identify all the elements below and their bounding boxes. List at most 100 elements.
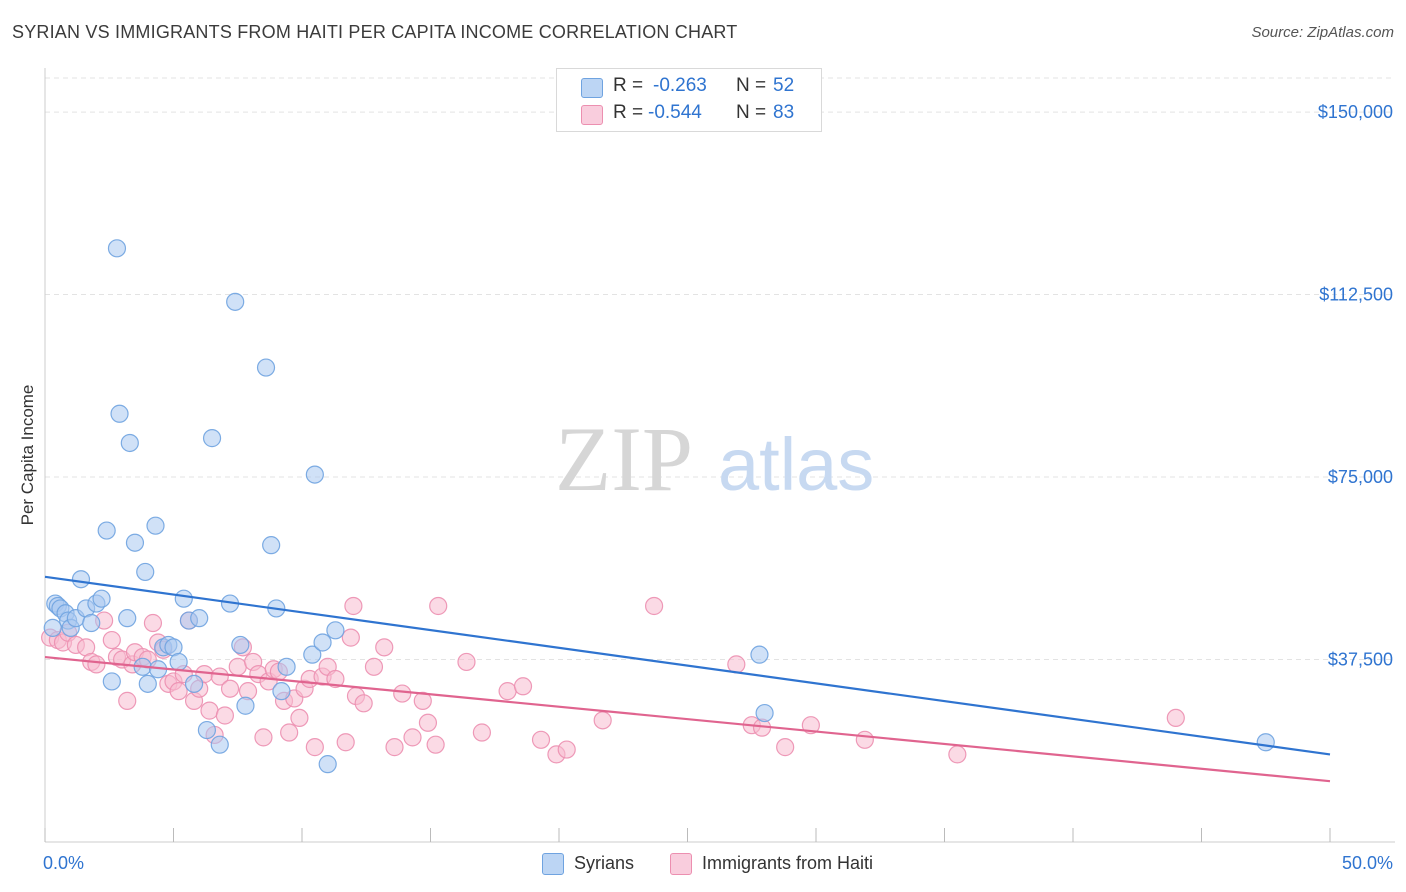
haiti-point: [220, 679, 240, 698]
stats-legend: R = -0.263 N = 52 R = -0.544 N = 83: [556, 68, 822, 132]
chart-title: SYRIAN VS IMMIGRANTS FROM HAITI PER CAPI…: [12, 22, 738, 42]
haiti-point: [305, 738, 324, 757]
haiti-point: [393, 684, 412, 703]
haiti-point: [418, 713, 438, 732]
haiti-point: [457, 652, 476, 672]
haiti-point: [326, 669, 345, 689]
grid-layer: [45, 77, 1395, 661]
legend-r-value: -0.263: [653, 75, 707, 96]
syrians-point: [197, 720, 217, 740]
syrians-point: [169, 652, 188, 672]
haiti-point: [200, 701, 219, 720]
haiti-point: [472, 723, 491, 742]
syrians-point: [110, 404, 129, 423]
y-tick-label: $75,000: [1328, 467, 1393, 487]
syrians-point: [71, 570, 91, 589]
syrians-point: [755, 703, 774, 723]
syrians-point: [97, 521, 116, 540]
haiti-point: [336, 733, 355, 752]
y-tick-label: $112,500: [1319, 285, 1393, 305]
watermark-zip: ZIP: [555, 408, 693, 510]
bottom-legend-swatch-haiti: [670, 853, 692, 875]
syrians-point: [43, 618, 62, 637]
haiti-point: [413, 691, 432, 710]
haiti-point: [290, 708, 309, 728]
legend-n-value: 52: [773, 75, 795, 96]
haiti-point: [375, 638, 394, 657]
haiti-point: [855, 730, 874, 749]
syrians-point: [210, 735, 229, 754]
legend-swatch-haiti: [581, 105, 603, 125]
haiti-point: [215, 706, 234, 725]
syrians-point: [107, 239, 127, 258]
haiti-point: [228, 657, 247, 676]
haiti-point: [727, 655, 746, 674]
syrians-point: [236, 696, 255, 715]
haiti-point: [557, 740, 576, 759]
syrians-point: [256, 358, 276, 377]
haiti-point: [513, 677, 533, 696]
legend-n-value: 83: [773, 102, 795, 123]
haiti-point: [354, 694, 373, 713]
watermark-atlas: atlas: [718, 423, 874, 506]
axis-layer: [44, 68, 1395, 843]
syrians-point: [82, 613, 101, 633]
legend-n-label: N =: [736, 102, 767, 123]
syrians-point: [202, 429, 222, 448]
haiti-point: [87, 655, 106, 674]
haiti-point: [593, 711, 612, 730]
haiti-point: [169, 682, 188, 701]
bottom-legend-label-haiti: Immigrants from Haiti: [702, 853, 874, 873]
syrians-point: [231, 635, 250, 655]
haiti-point: [143, 613, 163, 633]
syrians-point: [125, 533, 145, 552]
x-tick-label: 50.0%: [1342, 853, 1393, 873]
y-axis-label: Per Capita Income: [18, 384, 37, 526]
syrians-point: [174, 589, 193, 608]
haiti-point: [118, 691, 137, 710]
haiti-point: [280, 723, 299, 742]
legend-r-value: -0.544: [648, 102, 702, 123]
watermark: ZIP atlas: [555, 408, 874, 510]
haiti-point: [210, 667, 229, 686]
y-tick-label: $150,000: [1318, 102, 1393, 122]
syrians-point: [120, 433, 139, 453]
haiti-point: [948, 745, 967, 764]
syrians-point: [326, 621, 345, 640]
haiti-point: [426, 735, 445, 754]
haiti-point: [776, 738, 795, 757]
y-tick-label: $37,500: [1328, 650, 1393, 670]
syrians-point: [226, 292, 245, 311]
haiti-trend-line: [44, 655, 1331, 783]
bottom-legend-label-syrians: Syrians: [574, 853, 635, 873]
syrians-point: [92, 589, 111, 608]
syrians-point: [118, 609, 137, 628]
syrians-point: [277, 657, 296, 676]
tick-labels: $37,500 $75,000 $112,500 $150,000 0.0% 50.0%: [43, 102, 1393, 873]
source-label: Source: ZipAtlas.com: [1251, 24, 1394, 41]
syrians-point: [102, 672, 121, 691]
syrians-point: [1256, 733, 1275, 752]
legend-swatch-syrians: [581, 78, 603, 98]
legend-n-label: N =: [736, 75, 767, 96]
syrians-point: [305, 465, 324, 484]
syrians-point: [136, 562, 155, 582]
syrians-point: [262, 536, 281, 555]
haiti-point: [344, 596, 363, 616]
syrians-point: [190, 609, 209, 628]
syrians-point: [138, 674, 157, 693]
haiti-point: [364, 657, 384, 676]
syrians-trend-line: [44, 575, 1331, 756]
syrians-point: [184, 674, 204, 693]
haiti-point: [385, 738, 404, 757]
syrians-point: [272, 682, 291, 701]
syrians-point: [318, 755, 337, 774]
syrians-point: [303, 645, 322, 664]
trend-lines: [44, 575, 1331, 783]
legend-r-label: R =: [613, 75, 644, 96]
series-syrians-points: [43, 239, 1275, 774]
haiti-point: [341, 628, 360, 647]
haiti-point: [102, 630, 121, 650]
legend-r-label: R =: [613, 102, 644, 123]
